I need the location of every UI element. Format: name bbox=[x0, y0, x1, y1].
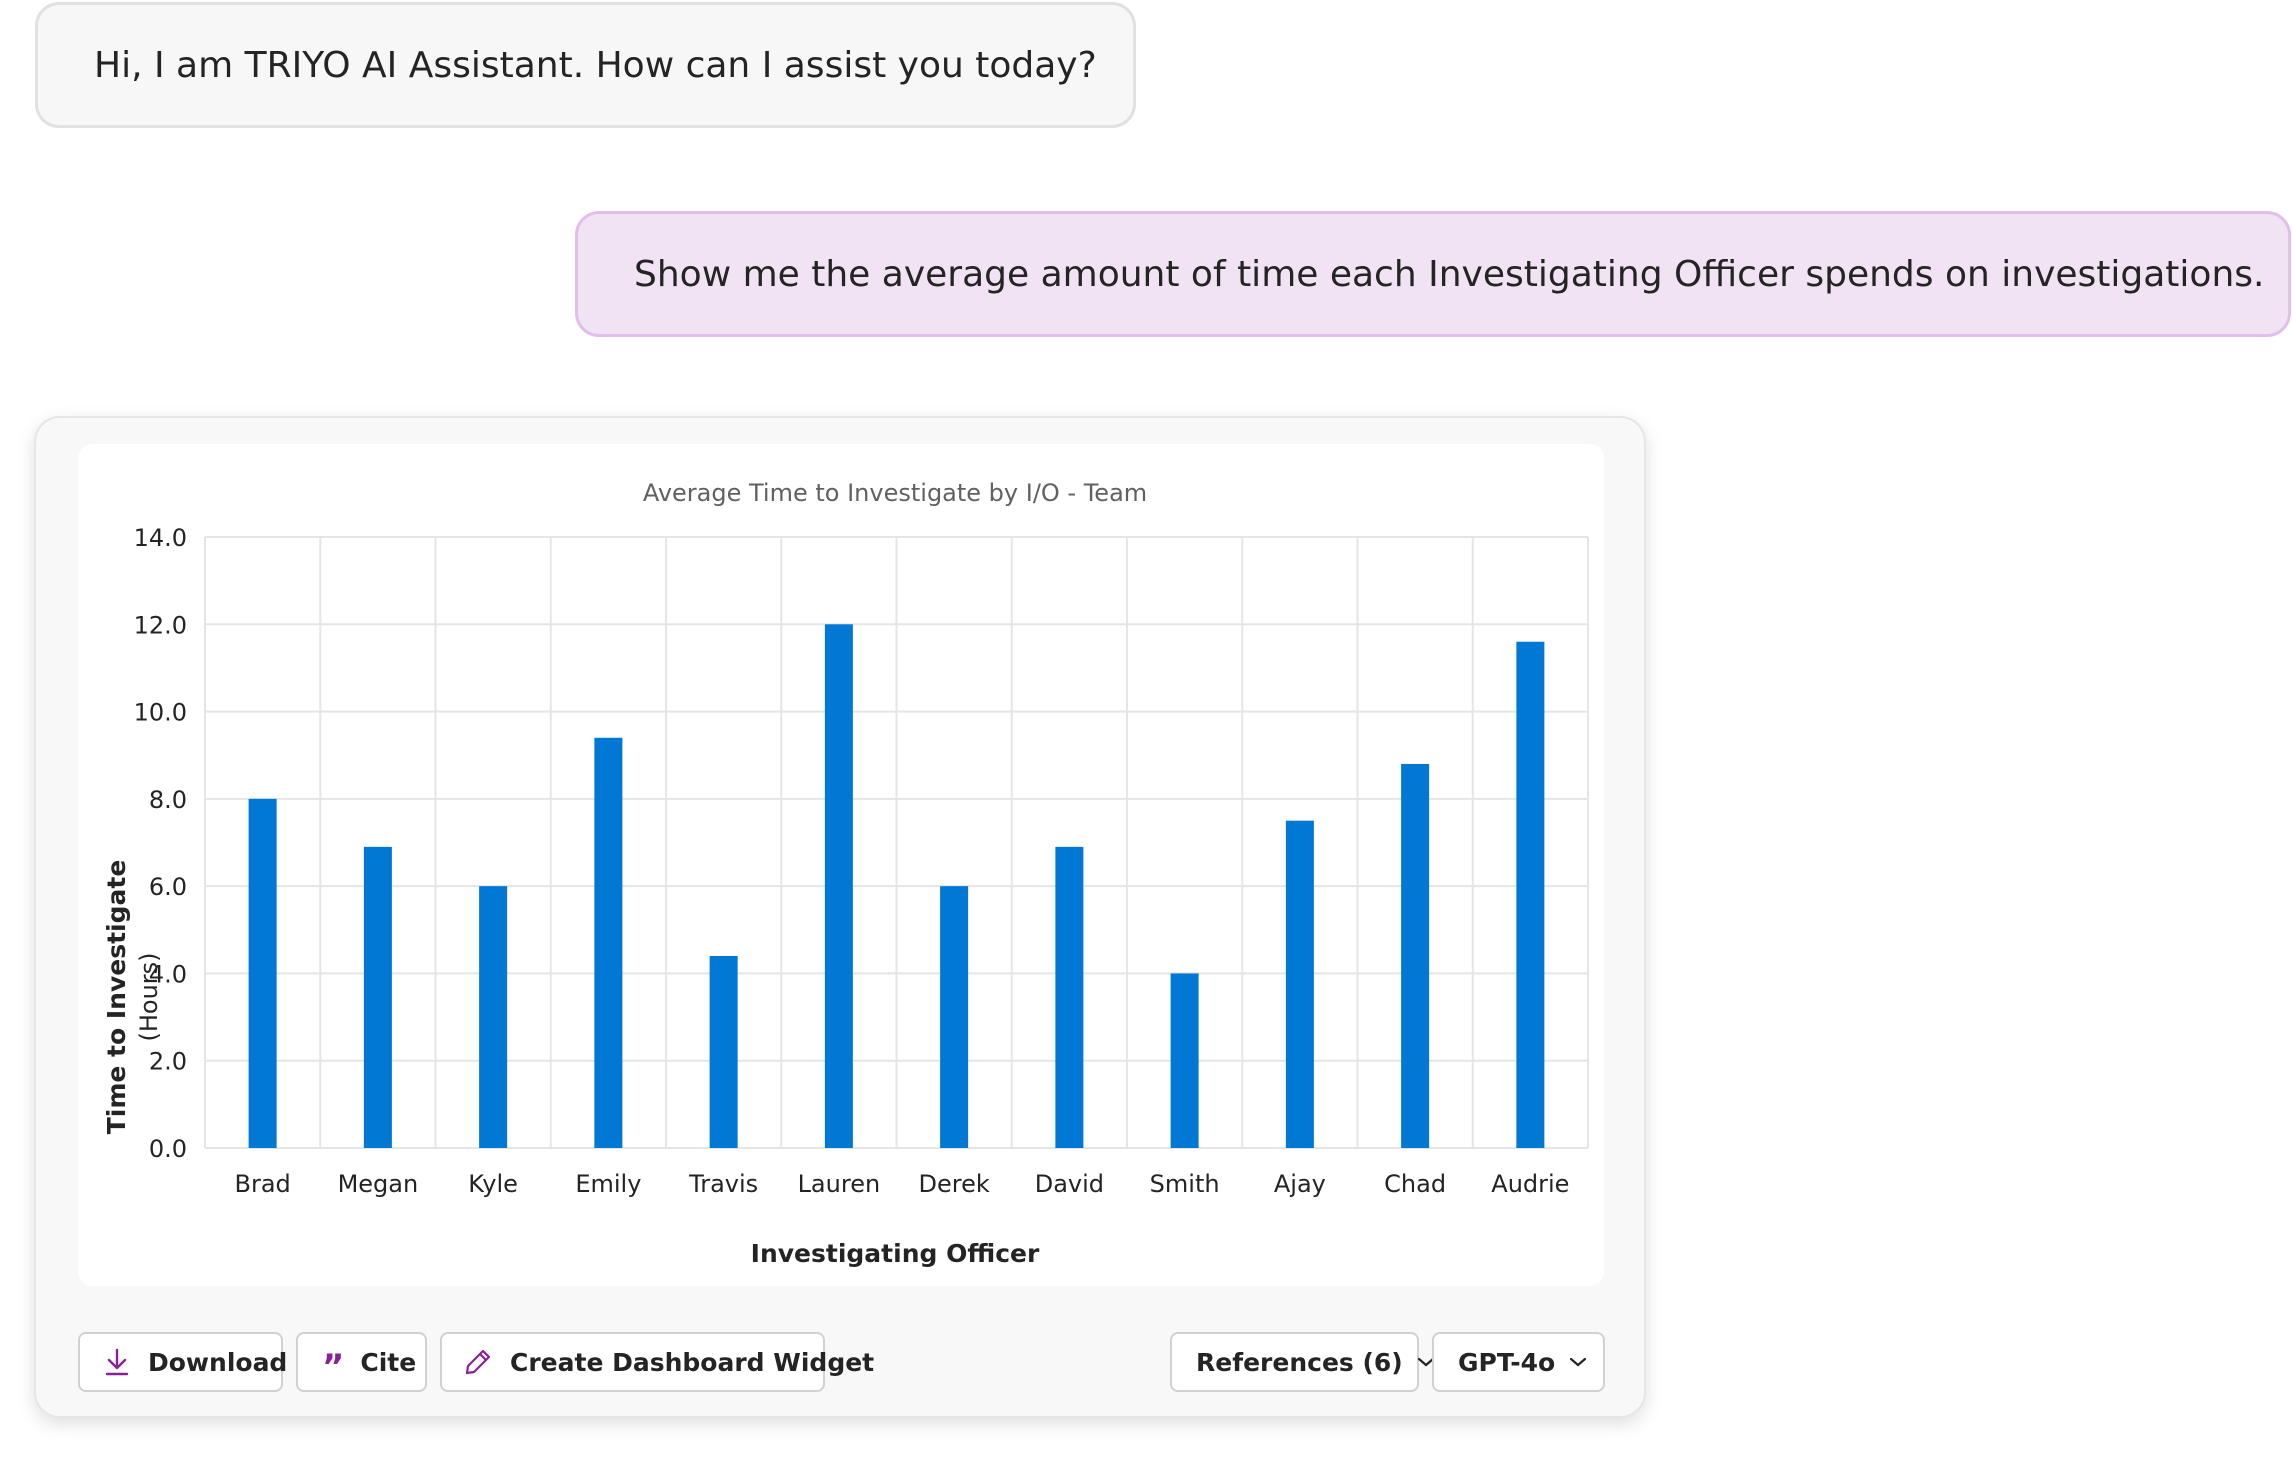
create-dashboard-widget-button[interactable]: Create Dashboard Widget bbox=[440, 1332, 874, 1392]
y-tick-label: 8.0 bbox=[149, 786, 187, 814]
x-tick-label: Audrie bbox=[1491, 1170, 1569, 1198]
model-label: GPT-4o bbox=[1458, 1347, 1556, 1377]
x-tick-label: Travis bbox=[688, 1170, 758, 1198]
references-label: References (6) bbox=[1196, 1347, 1403, 1377]
x-tick-label: Brad bbox=[234, 1170, 290, 1198]
chevron-down-icon bbox=[1569, 1356, 1587, 1368]
y-tick-label: 14.0 bbox=[134, 524, 187, 552]
bar-emily[interactable] bbox=[594, 737, 623, 1148]
download-button[interactable]: Download bbox=[78, 1332, 287, 1392]
x-axis-ticks: Brad Megan Kyle Emily Travis Lauren Derek David… bbox=[234, 1170, 1569, 1198]
bar-chart: Average Time to Investigate by I/O - Tea… bbox=[102, 479, 1589, 1268]
bar-travis[interactable] bbox=[709, 955, 738, 1148]
bar-ajay[interactable] bbox=[1285, 820, 1314, 1148]
references-dropdown[interactable]: References (6) bbox=[1170, 1332, 1434, 1392]
x-tick-label: Ajay bbox=[1274, 1170, 1326, 1198]
x-axis-label: Investigating Officer bbox=[751, 1239, 1040, 1268]
download-icon bbox=[104, 1348, 130, 1376]
y-tick-label: 6.0 bbox=[149, 873, 187, 901]
pencil-icon bbox=[464, 1348, 492, 1376]
assistant-message-bubble: Hi, I am TRIYO AI Assistant. How can I a… bbox=[35, 2, 1136, 128]
assistant-message-text: Hi, I am TRIYO AI Assistant. How can I a… bbox=[94, 44, 1097, 86]
x-tick-label: David bbox=[1035, 1170, 1104, 1198]
user-message-text: Show me the average amount of time each … bbox=[634, 253, 2265, 295]
bar-kyle[interactable] bbox=[479, 886, 508, 1148]
y-tick-label: 10.0 bbox=[134, 699, 187, 727]
create-widget-label: Create Dashboard Widget bbox=[510, 1347, 875, 1377]
x-tick-label: Lauren bbox=[798, 1170, 881, 1198]
x-tick-label: Derek bbox=[919, 1170, 990, 1198]
x-tick-label: Chad bbox=[1384, 1170, 1446, 1198]
chart-gridlines bbox=[204, 536, 1589, 1149]
y-axis-unit-label: (Hours) bbox=[135, 952, 163, 1041]
bar-audrie[interactable] bbox=[1516, 641, 1545, 1148]
y-axis-ticks: 0.0 2.0 4.0 6.0 8.0 10.0 12.0 14.0 bbox=[134, 524, 187, 1163]
bar-brad[interactable] bbox=[248, 798, 277, 1148]
bar-chad[interactable] bbox=[1401, 763, 1430, 1148]
y-tick-label: 0.0 bbox=[149, 1135, 187, 1163]
y-tick-label: 4.0 bbox=[149, 960, 187, 988]
bar-smith[interactable] bbox=[1170, 973, 1199, 1148]
quote-icon: ” bbox=[322, 1347, 345, 1387]
bar-david[interactable] bbox=[1055, 846, 1084, 1148]
model-selector-dropdown[interactable]: GPT-4o bbox=[1432, 1332, 1605, 1392]
x-tick-label: Emily bbox=[575, 1170, 641, 1198]
x-tick-label: Smith bbox=[1150, 1170, 1220, 1198]
chevron-down-icon bbox=[1417, 1356, 1435, 1368]
chart-title: Average Time to Investigate by I/O - Tea… bbox=[643, 479, 1147, 507]
bar-lauren[interactable] bbox=[824, 624, 853, 1148]
y-tick-label: 2.0 bbox=[149, 1048, 187, 1076]
chart-response-card: Average Time to Investigate by I/O - Tea… bbox=[34, 416, 1646, 1418]
cite-label: Cite bbox=[360, 1347, 417, 1377]
x-tick-label: Megan bbox=[338, 1170, 419, 1198]
download-label: Download bbox=[148, 1347, 288, 1377]
y-axis-label: Time to Investigate bbox=[102, 860, 131, 1135]
x-tick-label: Kyle bbox=[468, 1170, 518, 1198]
y-tick-label: 12.0 bbox=[134, 611, 187, 639]
cite-button[interactable]: ” Cite bbox=[296, 1332, 427, 1392]
bar-megan[interactable] bbox=[363, 846, 392, 1148]
chart-bars bbox=[248, 624, 1545, 1148]
bar-derek[interactable] bbox=[940, 886, 969, 1148]
user-message-bubble: Show me the average amount of time each … bbox=[575, 211, 2291, 337]
chart-panel: Average Time to Investigate by I/O - Tea… bbox=[78, 444, 1604, 1286]
